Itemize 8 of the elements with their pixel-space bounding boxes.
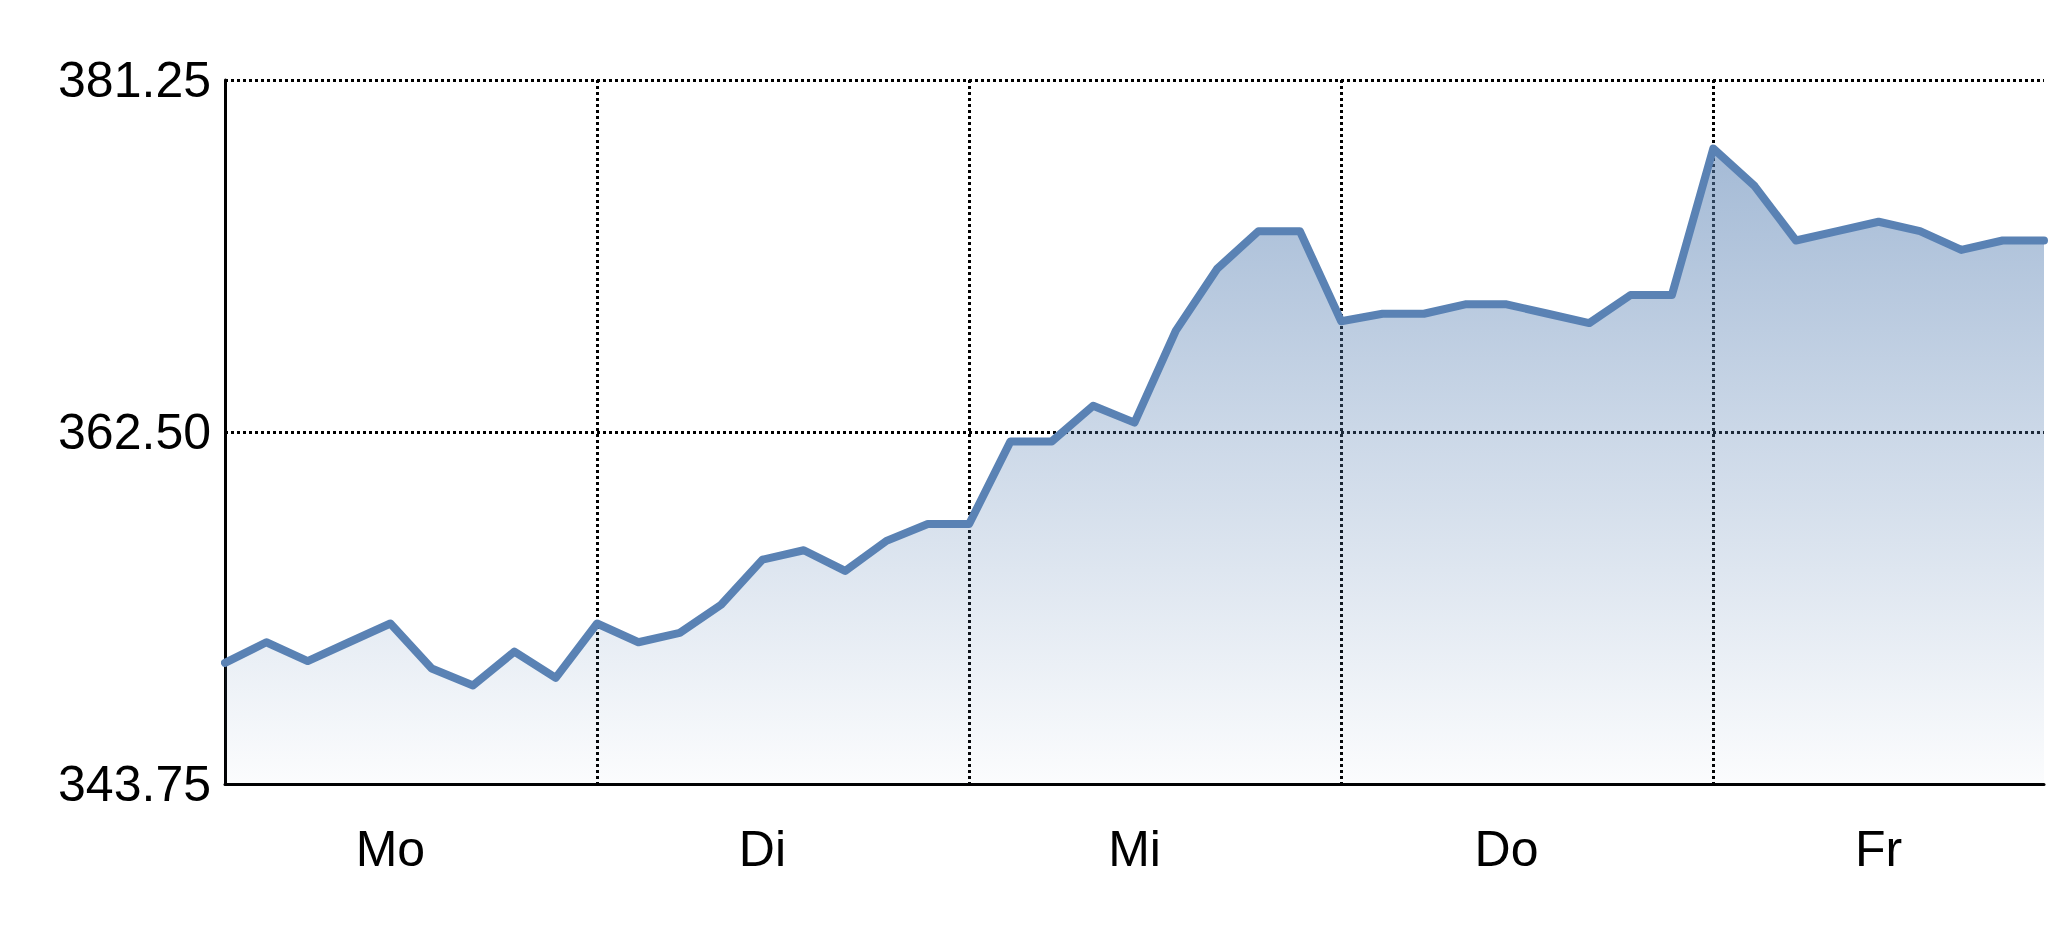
x-tick-label: Fr (1855, 821, 1903, 877)
x-tick-label: Di (738, 821, 787, 877)
x-tick-label: Mi (1108, 821, 1161, 877)
y-tick-label: 362.50 (58, 404, 211, 460)
x-tick-label: Mo (355, 821, 426, 877)
x-tick-label: Do (1474, 821, 1539, 877)
y-tick-label: 343.75 (58, 756, 211, 812)
y-tick-label: 381.25 (58, 52, 211, 108)
